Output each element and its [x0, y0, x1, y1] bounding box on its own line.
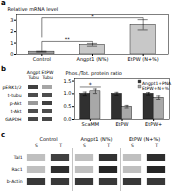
svg-text:b-Actin: b-Actin — [7, 179, 23, 184]
svg-text:Angpt1 (N%): Angpt1 (N%) — [76, 56, 108, 63]
svg-text:GAPDH: GAPDH — [5, 117, 21, 122]
svg-text:T: T — [58, 143, 62, 148]
svg-text:p-Akt: p-Akt — [10, 101, 22, 106]
svg-text:0.0: 0.0 — [64, 116, 72, 122]
html-text:a: a — [1, 0, 6, 7]
svg-text:t-tubu: t-tubu — [8, 93, 22, 98]
svg-text:Angpt1 (N%): Angpt1 (N%) — [80, 136, 112, 143]
svg-text:t-Akt: t-Akt — [11, 109, 22, 114]
svg-text:pERK1/2: pERK1/2 — [2, 85, 21, 90]
svg-text:1.0: 1.0 — [64, 90, 72, 96]
svg-text:Control: Control — [39, 136, 57, 142]
svg-text:0: 0 — [10, 51, 13, 57]
svg-text:AngptTubu: AngptTubu — [27, 70, 41, 80]
svg-text:EtPWTubu: EtPWTubu — [41, 70, 54, 80]
svg-text:*: * — [91, 13, 94, 19]
svg-text:T: T — [154, 143, 158, 148]
svg-text:*: * — [89, 81, 92, 88]
svg-text:EtPW+N+%: EtPW+N+% — [142, 86, 170, 91]
svg-text:2: 2 — [10, 28, 13, 34]
svg-text:S: S — [83, 143, 86, 148]
svg-text:EtPW: EtPW — [115, 121, 128, 127]
svg-text:ScaMM: ScaMM — [82, 121, 100, 127]
svg-text:S: S — [131, 143, 134, 148]
svg-text:0.5: 0.5 — [64, 103, 72, 109]
svg-text:EtPW (N+%): EtPW (N+%) — [128, 56, 159, 62]
svg-text:Rac1: Rac1 — [11, 167, 22, 172]
svg-text:Phos./Tot. protein ratio: Phos./Tot. protein ratio — [66, 70, 122, 77]
svg-text:EtPW (N+%): EtPW (N+%) — [129, 136, 160, 142]
svg-text:**: ** — [65, 36, 71, 42]
svg-text:1: 1 — [10, 40, 13, 46]
svg-text:3: 3 — [10, 17, 13, 23]
svg-text:EtPW+: EtPW+ — [145, 121, 162, 127]
svg-text:T: T — [106, 143, 110, 148]
html-text:c: c — [1, 131, 6, 139]
html-text:b: b — [1, 65, 6, 73]
svg-text:Control: Control — [33, 56, 51, 62]
svg-text:1.5: 1.5 — [64, 78, 72, 84]
svg-text:S: S — [35, 143, 38, 148]
svg-text:Relative mRNA level: Relative mRNA level — [8, 6, 59, 12]
svg-text:Tal1: Tal1 — [13, 155, 23, 160]
